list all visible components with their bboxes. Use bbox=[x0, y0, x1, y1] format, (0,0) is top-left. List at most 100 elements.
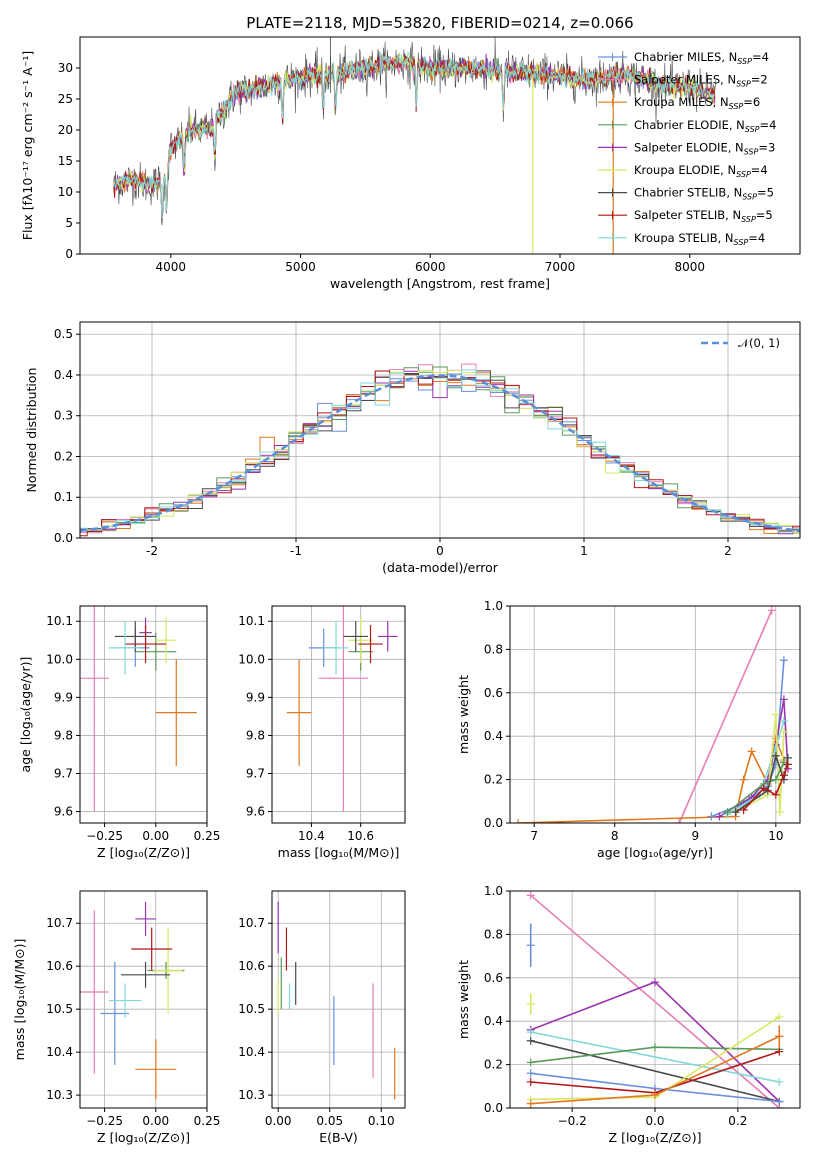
x-tick-label: 4000 bbox=[156, 260, 187, 274]
histogram-series bbox=[80, 378, 800, 534]
y-tick-label: 10.7 bbox=[238, 916, 265, 930]
spectrum-series bbox=[113, 51, 716, 219]
y-tick-label: 10.6 bbox=[238, 959, 265, 973]
y-axis-label: mass weight bbox=[456, 960, 471, 1039]
axes-mw_vs_age: 7 8 9 10 0.0 0.2 0.4 0.6 0.8 1.0 age [log₁₀(age/yr… bbox=[456, 599, 801, 860]
y-tick-label: 9.6 bbox=[246, 805, 265, 819]
legend-label-text: Chabrier MILES, N bbox=[634, 50, 737, 64]
errorbar-point bbox=[377, 621, 398, 652]
y-tick-label: 0.4 bbox=[484, 1014, 503, 1028]
x-tick-label: 2 bbox=[724, 544, 732, 558]
x-tick-label: 10.6 bbox=[347, 829, 374, 843]
errorbar-point bbox=[80, 910, 109, 1074]
data-point-marker bbox=[651, 1043, 659, 1052]
legend-label-value: =2 bbox=[751, 73, 768, 87]
errorbar-point bbox=[135, 632, 177, 671]
x-tick-label: −0.25 bbox=[86, 829, 123, 843]
x-tick-label: 1 bbox=[580, 544, 588, 558]
x-tick-label: 0.00 bbox=[265, 1114, 292, 1128]
data-point-marker bbox=[526, 1058, 535, 1067]
legend-label: Chabrier STELIB, NSSP=5 bbox=[634, 186, 774, 202]
y-tick-label: 10.7 bbox=[46, 916, 73, 930]
axes-age_vs_mass: 10.4 10.6 9.6 9.7 9.8 9.9 10.0 10.1 mass [log₁₀(… bbox=[238, 605, 406, 860]
plot-frame bbox=[79, 36, 801, 255]
chart-title: PLATE=2118, MJD=53820, FIBERID=0214, z=0… bbox=[246, 14, 633, 32]
legend-label-value: =4 bbox=[752, 50, 769, 64]
x-tick-label: 0.25 bbox=[194, 1114, 221, 1128]
y-axis-label: Flux [fλ10⁻¹⁷ erg cm⁻² s⁻¹ A⁻¹] bbox=[20, 51, 35, 240]
legend-label-sub: SSP bbox=[729, 102, 744, 111]
errorbar-point bbox=[286, 659, 312, 766]
legend-item: Kroupa ELODIE, NSSP=4 bbox=[598, 163, 768, 179]
axes-mass_vs_Z: −0.25 0.00 0.25 10.3 10.4 10.5 10.6 10.7 Z [log₁… bbox=[12, 890, 221, 1145]
legend-label: Kroupa STELIB, NSSP=4 bbox=[634, 231, 765, 247]
legend-label-text: Kroupa ELODIE, N bbox=[634, 163, 736, 177]
x-tick-label: 9 bbox=[691, 829, 699, 843]
y-tick-label: 10 bbox=[58, 185, 73, 199]
x-tick-label: 0.25 bbox=[194, 829, 221, 843]
y-axis-label: Normed distribution bbox=[24, 368, 39, 493]
data-point-marker bbox=[775, 1077, 784, 1086]
y-tick-label: 0.8 bbox=[484, 927, 503, 941]
errorbar-point bbox=[135, 1039, 177, 1100]
mass-weight-series bbox=[678, 609, 773, 823]
x-tick-label: 10 bbox=[768, 829, 783, 843]
data-point-marker bbox=[526, 1036, 535, 1045]
data-point-marker bbox=[771, 751, 780, 760]
y-tick-label: 0.0 bbox=[54, 531, 73, 545]
legend-spectrum: Chabrier MILES, N SSP =4 Salpeter MILES, NS… bbox=[598, 50, 776, 247]
y-tick-label: 0.3 bbox=[54, 409, 73, 423]
data-point-marker bbox=[675, 819, 684, 823]
axes-residuals: -2 -1 0 1 2 0.0 0.1 0.2 0.3 0.4 0.5 (data-model)/er… bbox=[24, 321, 801, 575]
y-tick-label: 0.2 bbox=[54, 449, 73, 463]
y-tick-label: 10.0 bbox=[46, 652, 73, 666]
y-tick-label: 30 bbox=[58, 61, 73, 75]
y-tick-label: 10.4 bbox=[238, 1045, 265, 1059]
mass-weight-series bbox=[727, 720, 785, 815]
errorbar-point bbox=[131, 927, 173, 971]
legend-label-sub: SSP bbox=[736, 80, 751, 89]
y-tick-label: 9.8 bbox=[246, 728, 265, 742]
y-tick-label: 0.4 bbox=[54, 368, 73, 382]
x-tick-label: -2 bbox=[146, 544, 158, 558]
legend-label-text: Kroupa MILES, N bbox=[634, 95, 729, 109]
data-point-marker bbox=[759, 784, 768, 793]
x-tick-label: 0.10 bbox=[368, 1114, 395, 1128]
data-point-marker bbox=[526, 1099, 535, 1108]
plot-frame bbox=[79, 321, 801, 539]
plot-frame bbox=[509, 605, 801, 824]
x-tick-label: 7000 bbox=[545, 260, 576, 274]
legend-residuals: 𝒩(0, 1) bbox=[701, 336, 780, 350]
legend-label-sub: SSP bbox=[741, 215, 756, 224]
legend-label-text: Salpeter STELIB, N bbox=[634, 208, 741, 222]
x-tick-label: −0.2 bbox=[558, 1114, 587, 1128]
y-tick-label: 1.0 bbox=[484, 599, 503, 613]
legend-item: Salpeter MILES, NSSP=2 bbox=[598, 73, 768, 89]
plot-frame bbox=[79, 890, 208, 1109]
legend-item: Chabrier ELODIE, NSSP=4 bbox=[598, 118, 776, 134]
legend-label-text: Chabrier STELIB, N bbox=[634, 186, 742, 200]
y-tick-label: 15 bbox=[58, 154, 73, 168]
x-tick-label: 6000 bbox=[415, 260, 446, 274]
y-tick-label: 0.1 bbox=[54, 490, 73, 504]
data-point-marker bbox=[651, 978, 659, 987]
errorbar-point bbox=[318, 606, 369, 812]
y-tick-label: 0.2 bbox=[484, 773, 503, 787]
data-point-marker bbox=[526, 1069, 535, 1078]
legend-item: Salpeter STELIB, NSSP=5 bbox=[598, 208, 773, 224]
axes-spectrum: 4000 5000 6000 7000 8000 0 5 10 15 20 25 30 waveleng… bbox=[20, 36, 801, 291]
errorbar-point bbox=[120, 961, 171, 988]
y-tick-label: 0.5 bbox=[54, 327, 73, 341]
data-point-marker bbox=[707, 812, 716, 821]
mass-weight-series bbox=[530, 894, 780, 1108]
y-tick-label: 10.6 bbox=[46, 959, 73, 973]
legend-label-value: =4 bbox=[751, 163, 768, 177]
x-tick-label: 0.00 bbox=[142, 1114, 169, 1128]
axes-mw_vs_Z: −0.2 0.0 0.2 0.0 0.2 0.4 0.6 0.8 1.0 Z [log₁₀(Z/Z… bbox=[456, 884, 801, 1145]
y-tick-label: 10.3 bbox=[46, 1088, 73, 1102]
y-tick-label: 0.6 bbox=[484, 971, 503, 985]
x-axis-label: wavelength [Angstrom, rest frame] bbox=[330, 276, 550, 291]
histogram-series bbox=[80, 370, 800, 533]
y-tick-label: 10.1 bbox=[46, 614, 73, 628]
